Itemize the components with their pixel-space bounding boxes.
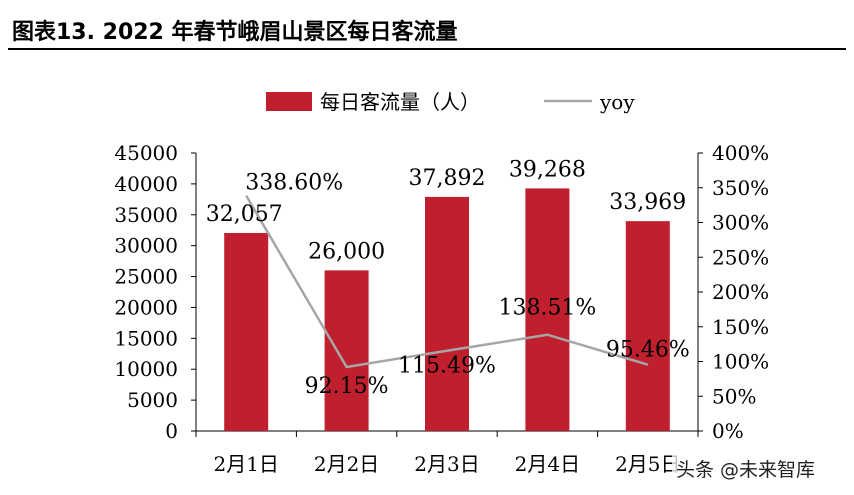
bar-data-label: 33,969 — [609, 190, 686, 215]
left-tick-label: 15000 — [114, 326, 178, 350]
right-tick-label: 400% — [712, 141, 769, 165]
right-tick-label: 50% — [712, 384, 756, 408]
watermark: 头条 @未来智库 — [672, 455, 820, 482]
right-tick-label: 200% — [712, 280, 769, 304]
bar — [425, 196, 469, 431]
x-tick-label: 2月5日 — [615, 452, 680, 476]
left-tick-label: 45000 — [114, 141, 178, 165]
bar — [625, 221, 670, 431]
bar-data-label: 26,000 — [308, 239, 385, 264]
line-data-label: 92.15% — [305, 374, 389, 399]
bar — [525, 188, 570, 431]
left-tick-label: 5000 — [127, 388, 178, 412]
bar-data-label: 37,892 — [409, 166, 486, 191]
left-tick-label: 25000 — [114, 265, 178, 289]
right-tick-label: 350% — [712, 176, 769, 200]
legend-bar-label: 每日客流量（人） — [320, 90, 480, 114]
left-tick-label: 0 — [165, 419, 178, 443]
legend-line-label: yoy — [599, 90, 635, 114]
right-tick-label: 250% — [712, 245, 769, 269]
right-tick-label: 100% — [712, 350, 769, 374]
left-tick-label: 30000 — [114, 234, 178, 258]
chart-title: 图表13. 2022 年春节峨眉山景区每日客流量 — [12, 20, 458, 45]
x-tick-label: 2月1日 — [213, 452, 278, 476]
right-tick-label: 0% — [712, 419, 744, 443]
x-tick-label: 2月4日 — [515, 452, 580, 476]
title-bar: 图表13. 2022 年春节峨眉山景区每日客流量 — [8, 8, 846, 50]
left-tick-label: 20000 — [114, 295, 178, 319]
left-tick-label: 40000 — [114, 172, 178, 196]
bar-data-label: 39,268 — [509, 157, 586, 182]
line-data-label: 338.60% — [245, 171, 343, 196]
bar — [324, 270, 369, 431]
bar — [224, 232, 269, 431]
x-tick-label: 2月3日 — [414, 452, 479, 476]
left-tick-label: 35000 — [114, 203, 178, 227]
line-data-label: 138.51% — [498, 296, 596, 321]
right-tick-label: 300% — [712, 211, 769, 235]
bar-data-label: 32,057 — [206, 202, 283, 227]
legend-bar-swatch — [266, 92, 312, 111]
line-data-label: 115.49% — [398, 354, 496, 379]
line-data-label: 95.46% — [606, 338, 690, 363]
right-tick-label: 150% — [712, 315, 769, 339]
yoy-line — [245, 195, 649, 369]
x-tick-label: 2月2日 — [314, 452, 379, 476]
left-tick-label: 10000 — [114, 357, 178, 381]
